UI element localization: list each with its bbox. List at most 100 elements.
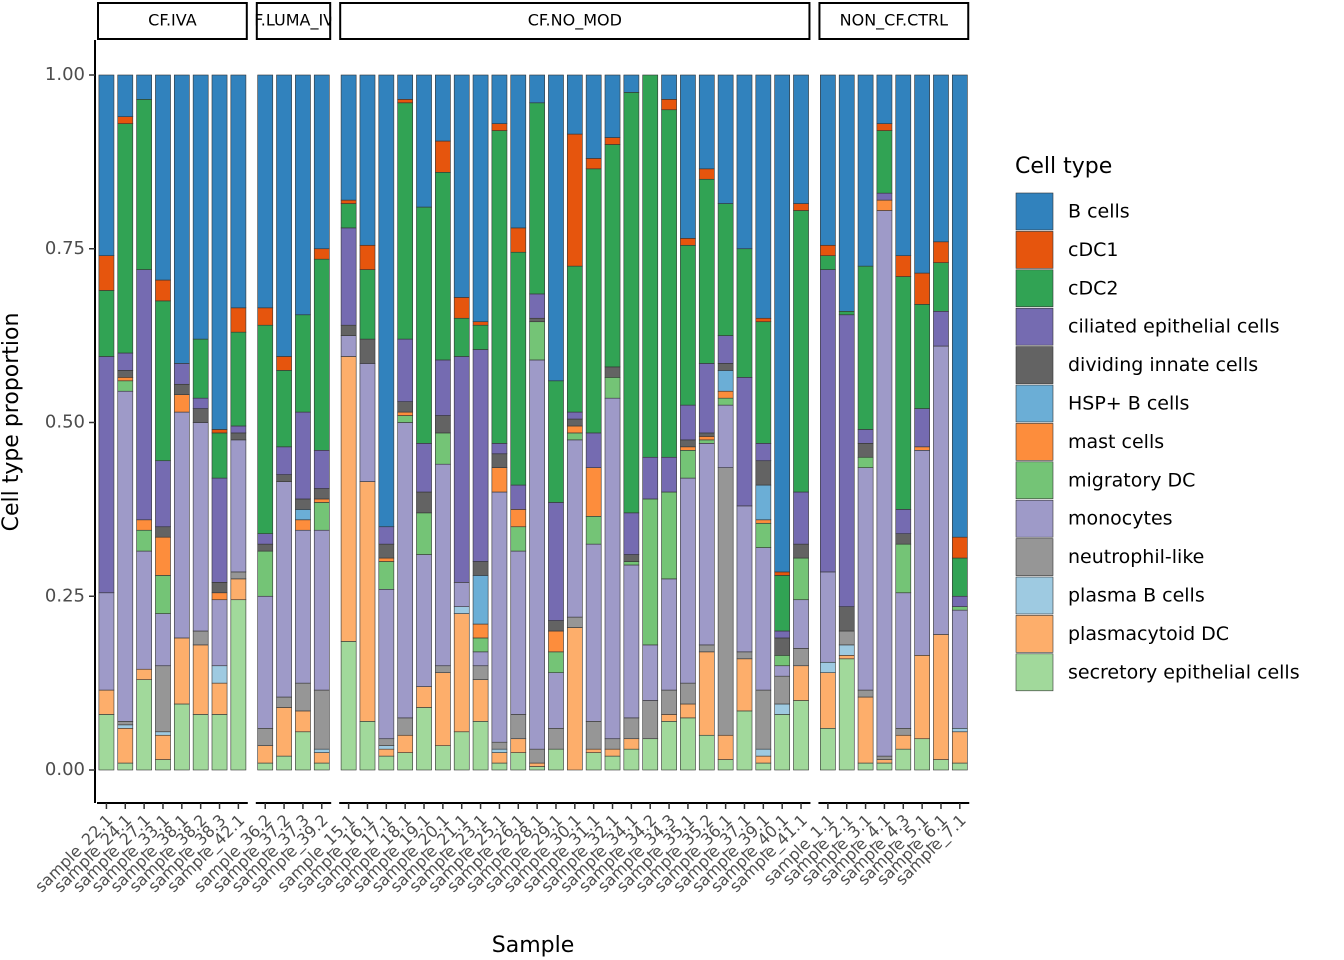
legend-label: mast cells — [1068, 431, 1164, 453]
bar-segment — [313, 689, 330, 750]
legend-key — [1015, 538, 1054, 576]
bar-segment — [661, 456, 677, 493]
bar-segment — [755, 755, 772, 764]
bar-segment — [155, 759, 171, 771]
bar-segment — [914, 655, 930, 740]
bar-segment — [136, 550, 152, 670]
bar-segment — [857, 74, 874, 267]
bar-segment — [155, 460, 171, 528]
bar-segment — [661, 74, 677, 100]
bar-segment — [155, 731, 171, 736]
legend-label: ciliated epithelial cells — [1068, 316, 1280, 338]
bar-segment — [192, 338, 209, 399]
strip-label: NON_CF.CTRL — [840, 11, 948, 31]
bar-segment — [397, 411, 414, 416]
bar-segment — [313, 762, 330, 771]
bar-segment — [211, 665, 228, 684]
bar-segment — [313, 449, 330, 489]
bar-segment — [774, 675, 791, 705]
bar-segment — [416, 554, 432, 687]
bar-segment — [566, 627, 583, 771]
bar-segment — [472, 637, 489, 653]
bar-segment — [793, 74, 809, 204]
bar-segment — [717, 467, 734, 736]
bar-segment — [230, 439, 247, 573]
bar-segment — [257, 74, 274, 309]
bar-segment — [136, 519, 152, 531]
bar-segment — [857, 762, 874, 771]
bar-segment — [529, 317, 545, 323]
bar-segment — [397, 401, 414, 413]
bar-segment — [230, 425, 247, 434]
bar-segment — [117, 390, 134, 722]
bar-segment — [155, 575, 171, 614]
bar-segment — [623, 748, 640, 771]
bar-segment — [736, 74, 753, 250]
bar-segment — [755, 74, 772, 319]
bar-segment — [117, 123, 134, 354]
bar-segment — [230, 578, 247, 601]
bar-segment — [933, 74, 949, 243]
legend-key — [1015, 231, 1054, 269]
bar-segment — [951, 557, 968, 597]
legend-key — [1015, 615, 1054, 653]
bar-segment — [548, 672, 564, 729]
bar-segment — [895, 276, 912, 510]
bar-segment — [642, 456, 659, 500]
bar-segment — [359, 74, 376, 246]
bar-segment — [548, 630, 564, 653]
bar-segment — [951, 762, 968, 771]
bar-segment — [736, 505, 753, 653]
bar-segment — [313, 529, 330, 691]
bar-segment — [491, 748, 508, 753]
y-axis-label: Cell type proportion — [0, 313, 24, 532]
bar-segment — [623, 74, 640, 93]
bar-segment — [491, 741, 508, 750]
bar-segment — [295, 509, 311, 521]
strip — [255, 2, 332, 40]
bar-segment — [211, 74, 228, 430]
bar-segment — [491, 443, 508, 455]
bar-segment — [510, 227, 527, 253]
bar-segment — [472, 651, 489, 667]
bar-segment — [510, 752, 527, 771]
bar-segment — [472, 679, 489, 722]
bar-segment — [951, 595, 968, 607]
bar-segment — [435, 432, 451, 465]
legend-key — [1015, 423, 1054, 461]
bar-segment — [876, 210, 893, 757]
bar-segment — [173, 703, 190, 771]
bar-segment — [529, 748, 545, 764]
bar-segment — [416, 512, 432, 555]
bar-segment — [397, 422, 414, 719]
bar-segment — [820, 672, 836, 729]
bar-segment — [472, 623, 489, 639]
bar-segment — [566, 616, 583, 628]
bar-segment — [435, 672, 451, 746]
bar-segment — [510, 74, 527, 229]
legend-label: neutrophil-like — [1068, 546, 1204, 568]
strip — [97, 2, 248, 40]
bar-segment — [529, 321, 545, 361]
bar-segment — [933, 345, 949, 635]
bar-segment — [914, 446, 930, 451]
bar-segment — [192, 397, 209, 409]
bar-segment — [755, 547, 772, 691]
bar-segment — [585, 543, 602, 722]
bar-segment — [661, 491, 677, 580]
bar-segment — [548, 380, 564, 503]
bar-segment — [211, 682, 228, 715]
bar-segment — [491, 453, 508, 468]
bar-segment — [566, 439, 583, 618]
bar-segment — [435, 665, 451, 673]
bar-segment — [295, 74, 311, 316]
bar-segment — [491, 752, 508, 764]
bar-segment — [98, 714, 115, 771]
bar-segment — [510, 484, 527, 510]
bar-segment — [295, 710, 311, 733]
bar-segment — [680, 703, 696, 719]
bar-segment — [529, 359, 545, 750]
bar-segment — [774, 703, 791, 715]
bar-segment — [295, 529, 311, 684]
bar-segment — [453, 74, 470, 298]
